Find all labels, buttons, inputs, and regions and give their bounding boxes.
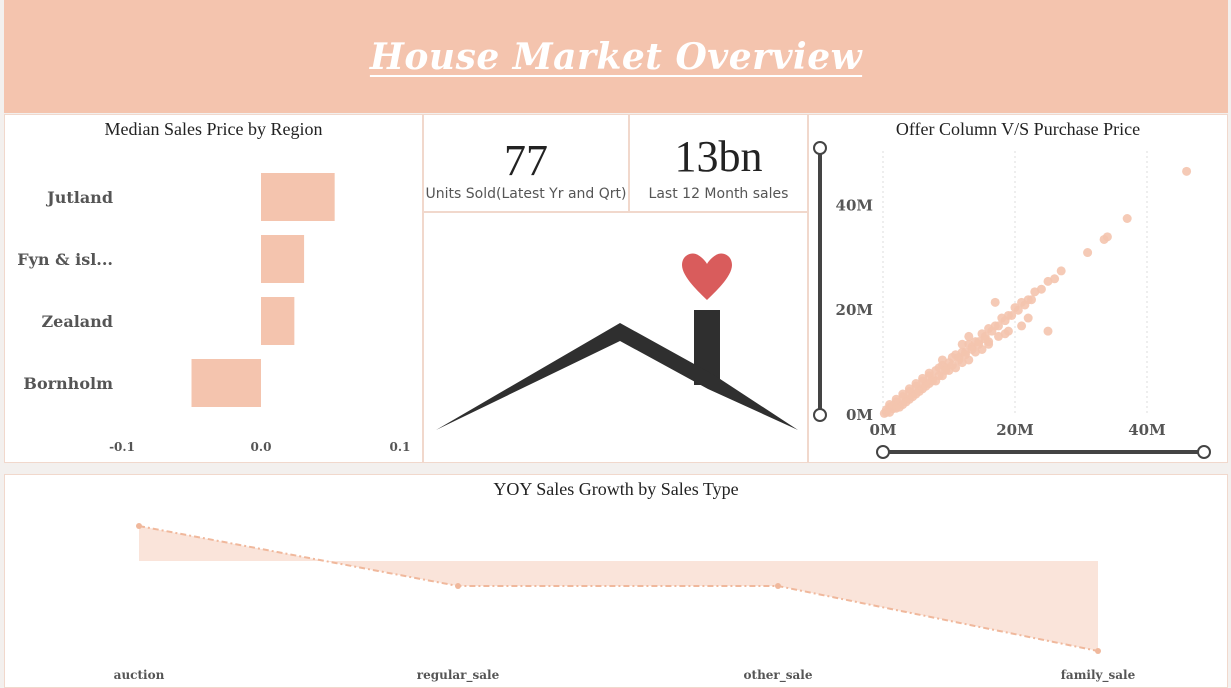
scatter-point[interactable] <box>957 339 967 349</box>
area-line <box>138 525 1099 652</box>
x-tick-label: 0M <box>869 421 896 439</box>
page-title: House Market Overview <box>369 35 863 78</box>
offer-vs-purchase-panel[interactable]: Offer Column V/S Purchase Price 0M 20M 40M… <box>808 114 1228 463</box>
scatter-point[interactable] <box>941 365 951 375</box>
kpi-units-sold-card[interactable]: 77 Units Sold(Latest Yr and Qrt) <box>423 114 629 212</box>
scatter-point[interactable] <box>1083 248 1093 258</box>
kpi-last-12-month-label: Last 12 Month sales <box>648 186 789 202</box>
x-tick-label: 20M <box>996 421 1033 439</box>
area-point-regular_sale[interactable] <box>455 583 461 589</box>
scatter-point[interactable] <box>1017 321 1027 331</box>
x-range-slider-handle-left[interactable] <box>876 445 890 459</box>
scatter-point[interactable] <box>1043 276 1053 286</box>
house-roof-icon <box>436 310 798 430</box>
x-category-label: regular_sale <box>417 668 500 683</box>
y-tick-label: 40M <box>836 196 873 214</box>
median-price-chart[interactable]: Jutland Fyn & isl... Zealand Bornholm -0.1 0.… <box>5 115 424 464</box>
area-fill <box>139 526 1098 651</box>
scatter-point[interactable] <box>1020 300 1030 310</box>
scatter-point[interactable] <box>961 350 970 360</box>
scatter-point[interactable] <box>901 397 911 407</box>
x-tick-label: 0.1 <box>390 440 411 454</box>
scatter-point[interactable] <box>924 368 934 378</box>
scatter-point[interactable] <box>895 402 904 412</box>
scatter-point[interactable] <box>1007 310 1017 320</box>
scatter-point[interactable] <box>1013 305 1023 315</box>
x-category-label: auction <box>114 668 165 682</box>
heart-icon <box>682 253 732 300</box>
scatter-point[interactable] <box>967 345 977 354</box>
scatter-point[interactable] <box>928 376 937 386</box>
median-price-panel[interactable]: Median Sales Price by Region Jutland Fyn … <box>4 114 423 463</box>
scatter-point[interactable] <box>987 326 997 336</box>
scatter-point[interactable] <box>898 389 908 399</box>
scatter-point[interactable] <box>934 371 944 381</box>
x-range-slider-handle-right[interactable] <box>1197 445 1211 459</box>
scatter-point[interactable] <box>947 360 957 370</box>
scatter-point[interactable] <box>1182 166 1192 176</box>
y-tick-label: 0M <box>846 406 873 424</box>
house-logo <box>436 253 798 430</box>
scatter-point[interactable] <box>885 407 895 417</box>
scatter-point[interactable] <box>937 355 947 365</box>
area-point-other_sale[interactable] <box>775 583 781 589</box>
scatter-point[interactable] <box>1027 295 1036 305</box>
scatter-point[interactable] <box>1056 266 1066 276</box>
bar-category-label: Fyn & isl... <box>17 250 113 269</box>
x-tick-label: -0.1 <box>109 440 135 454</box>
house-logo-panel <box>423 212 808 463</box>
scatter-point[interactable] <box>964 331 974 341</box>
y-tick-label: 20M <box>836 301 873 319</box>
kpi-last-12-month-value: 13bn <box>674 132 763 181</box>
y-range-slider-handle-bottom[interactable] <box>813 408 827 422</box>
scatter-point[interactable] <box>911 379 921 389</box>
scatter-point[interactable] <box>908 392 918 402</box>
scatter-point[interactable] <box>994 321 1003 331</box>
kpi-units-sold-value: 77 <box>504 136 548 185</box>
bar-zealand[interactable] <box>261 297 295 345</box>
bar-fynisl[interactable] <box>261 235 305 283</box>
scatter-point[interactable] <box>980 334 990 344</box>
scatter-point[interactable] <box>918 373 928 383</box>
y-range-slider-handle-top[interactable] <box>813 141 827 155</box>
bar-category-label: Bornholm <box>23 374 113 393</box>
x-category-label: other_sale <box>744 668 813 683</box>
scatter-point[interactable] <box>1043 326 1053 336</box>
bar-jutland[interactable] <box>261 173 335 221</box>
scatter-point[interactable] <box>954 355 964 365</box>
offer-vs-purchase-title: Offer Column V/S Purchase Price <box>895 119 1141 139</box>
dashboard-header: House Market Overview <box>4 0 1228 113</box>
offer-vs-purchase-chart[interactable]: 0M 20M 40M 0M 20M 40M <box>809 115 1229 464</box>
yoy-growth-title: YOY Sales Growth by Sales Type <box>493 479 739 499</box>
area-point-family_sale[interactable] <box>1095 648 1101 654</box>
scatter-point[interactable] <box>1030 287 1040 297</box>
scatter-point[interactable] <box>904 384 914 394</box>
scatter-point[interactable] <box>1000 316 1010 326</box>
scatter-point[interactable] <box>1122 214 1132 223</box>
kpi-units-sold-label: Units Sold(Latest Yr and Qrt) <box>425 186 627 202</box>
scatter-point[interactable] <box>974 339 984 349</box>
scatter-point[interactable] <box>1099 234 1109 244</box>
scatter-point[interactable] <box>914 386 924 396</box>
yoy-growth-panel[interactable]: YOY Sales Growth by Sales Type auction re… <box>4 474 1228 688</box>
scatter-point[interactable] <box>990 297 1000 307</box>
bar-category-label: Zealand <box>42 312 114 331</box>
x-category-label: family_sale <box>1061 668 1136 683</box>
x-tick-label: 40M <box>1128 421 1165 439</box>
scatter-point[interactable] <box>921 381 931 391</box>
scatter-point[interactable] <box>1023 313 1033 323</box>
bar-category-label: Jutland <box>45 188 113 207</box>
x-tick-label: 0.0 <box>251 440 272 454</box>
bar-bornholm[interactable] <box>191 359 262 407</box>
median-price-title: Median Sales Price by Region <box>104 119 323 139</box>
kpi-last-12-month-card[interactable]: 13bn Last 12 Month sales <box>629 114 808 212</box>
scatter-point[interactable] <box>994 331 1003 341</box>
area-point-auction[interactable] <box>136 523 142 529</box>
yoy-growth-chart[interactable]: auction regular_sale other_sale family_sale <box>5 475 1229 688</box>
